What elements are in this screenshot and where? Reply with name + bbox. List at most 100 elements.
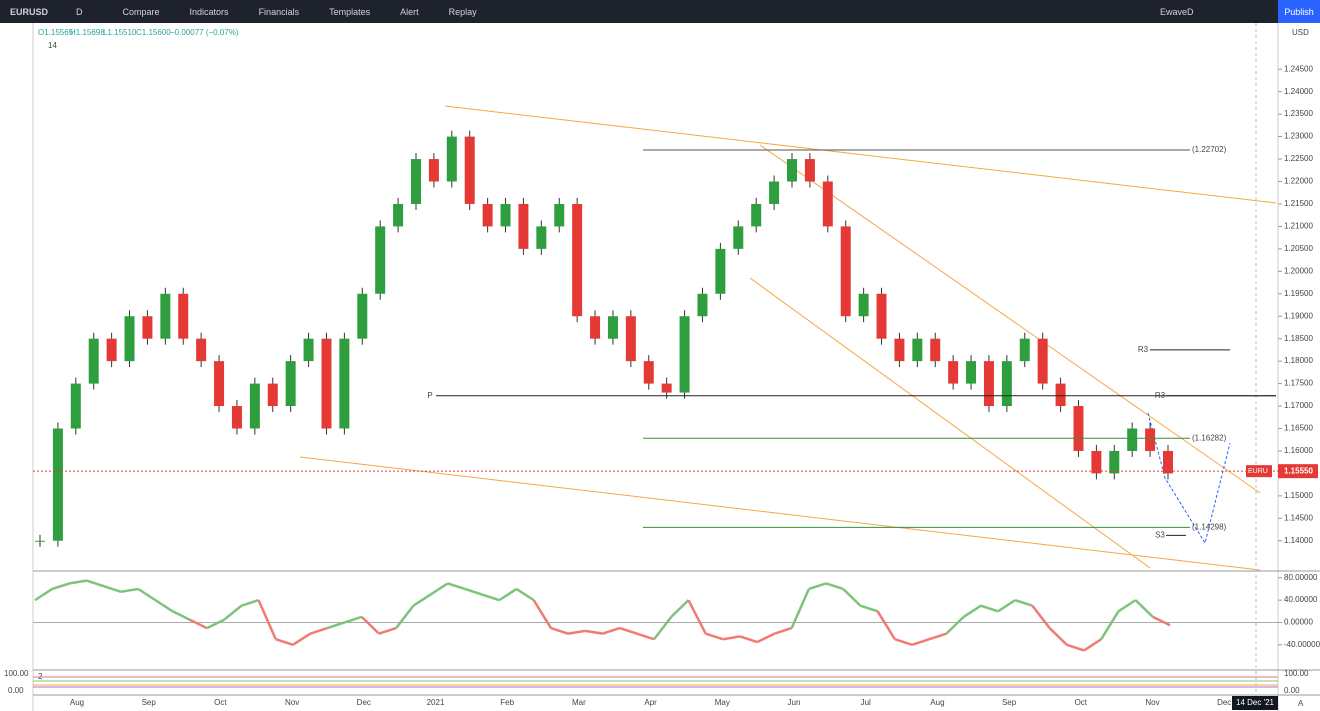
candle xyxy=(106,338,117,362)
candle xyxy=(321,338,332,429)
oscillator-segment xyxy=(790,588,811,629)
x-tick-label: Sep xyxy=(1002,698,1017,707)
oscillator-segment xyxy=(636,632,655,641)
oscillator-segment xyxy=(326,621,345,630)
oscillator-segment xyxy=(429,582,449,596)
layout[interactable]: EwaveD xyxy=(1160,6,1194,17)
oscillator-segment xyxy=(774,626,793,635)
candle xyxy=(70,383,81,429)
candle xyxy=(124,316,135,362)
candle xyxy=(500,203,511,227)
trendline xyxy=(759,144,1261,494)
candle xyxy=(1145,428,1156,451)
oscillator-segment xyxy=(860,604,879,613)
tool[interactable]: Templates xyxy=(329,6,371,17)
oscillator-segment xyxy=(240,598,259,607)
tool[interactable]: Indicators xyxy=(189,6,229,17)
candle xyxy=(840,226,851,317)
candle xyxy=(894,338,905,362)
x-tick-label: Sep xyxy=(142,698,157,707)
y-tick-label: 1.22000 xyxy=(1284,177,1313,186)
y-tick-label: 1.20000 xyxy=(1284,266,1313,275)
candle xyxy=(518,203,529,249)
oscillator-segment xyxy=(154,599,174,613)
y-tick-label: 1.21000 xyxy=(1284,222,1313,231)
symbol[interactable]: EURUSD xyxy=(10,6,49,17)
candle xyxy=(1163,450,1173,474)
candle xyxy=(446,136,457,182)
tool[interactable]: Financials xyxy=(258,6,300,17)
y-tick-label: 40.00000 xyxy=(1284,595,1318,604)
oscillator-segment xyxy=(206,618,225,630)
interval[interactable]: D xyxy=(76,6,83,17)
ohlc: −0.00077 (−0.07%) xyxy=(170,28,239,37)
candle xyxy=(88,338,99,384)
oscillator-segment xyxy=(894,638,913,647)
oscillator-segment xyxy=(705,632,724,641)
tool[interactable]: Alert xyxy=(400,6,419,17)
candle xyxy=(1073,406,1084,451)
trendline xyxy=(444,105,1277,204)
candle xyxy=(966,361,977,384)
publish[interactable]: Publish xyxy=(1278,0,1320,23)
y-tick-label: 1.23500 xyxy=(1284,109,1313,118)
candle xyxy=(231,406,242,429)
candle xyxy=(303,338,314,362)
ohlc: O1.15565 xyxy=(38,28,74,37)
oscillator-segment xyxy=(756,632,776,644)
y-tick-label: 1.21500 xyxy=(1284,199,1313,208)
oscillator-segment xyxy=(997,599,1016,613)
ohlc: H1.15698 xyxy=(70,28,105,37)
y-tick-label: 0.00 xyxy=(1284,686,1300,695)
candle xyxy=(285,361,296,407)
auto[interactable]: A xyxy=(1298,699,1304,708)
oscillator-segment xyxy=(34,587,53,602)
oscillator-segment xyxy=(808,582,827,591)
candle xyxy=(787,159,797,182)
y-tick-label: 100.00 xyxy=(4,669,29,678)
oscillator-segment xyxy=(825,582,844,591)
oscillator-segment xyxy=(120,587,139,593)
candle xyxy=(160,293,171,339)
oscillator-segment xyxy=(189,618,208,630)
candle xyxy=(858,293,869,317)
y-tick-label: 1.24000 xyxy=(1284,87,1313,96)
oscillator-segment xyxy=(1066,643,1085,652)
oscillator-segment xyxy=(464,587,483,596)
oscillator-segment xyxy=(223,604,243,621)
oscillator-segment xyxy=(619,626,638,635)
oscillator-segment xyxy=(980,604,999,613)
oscillator-segment xyxy=(1048,627,1068,646)
x-tick-label: Aug xyxy=(930,698,944,707)
candle xyxy=(661,383,672,393)
pivot-label: P xyxy=(427,391,432,400)
y-tick-label: 1.16500 xyxy=(1284,424,1313,433)
candle xyxy=(536,226,547,249)
candle xyxy=(733,226,744,249)
candle xyxy=(1037,338,1048,384)
x-tick-label: May xyxy=(715,698,730,707)
trendline xyxy=(749,277,1151,569)
oscillator-segment xyxy=(1152,615,1171,627)
tool[interactable]: Compare xyxy=(122,6,160,17)
x-tick-label: Mar xyxy=(572,698,586,707)
x-tick-label: Oct xyxy=(214,698,227,707)
level-label: (1.22702) xyxy=(1192,145,1227,154)
candle xyxy=(1127,428,1138,451)
date-tag xyxy=(1232,696,1278,710)
currency[interactable]: USD xyxy=(1292,28,1309,37)
pivot-label: S3 xyxy=(1155,530,1165,539)
oscillator-segment xyxy=(309,626,328,635)
x-tick-label: Nov xyxy=(1145,698,1159,707)
y-tick-label: 1.15000 xyxy=(1284,491,1313,500)
badge[interactable]: 14 xyxy=(48,41,57,50)
oscillator-segment xyxy=(550,626,569,635)
ohlc: C1.15600 xyxy=(136,28,171,37)
y-tick-label: 1.18500 xyxy=(1284,334,1313,343)
oscillator-segment xyxy=(515,587,535,602)
tool[interactable]: Replay xyxy=(448,6,477,17)
oscillator-segment xyxy=(257,599,277,640)
y-tick-label: 1.19500 xyxy=(1284,289,1313,298)
oscillator-segment xyxy=(137,587,157,602)
candle xyxy=(196,338,207,362)
